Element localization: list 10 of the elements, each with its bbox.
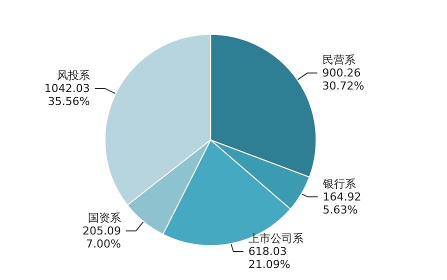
- slice-label: 上市公司系: [248, 232, 304, 245]
- slice-label: 银行系: [322, 177, 356, 190]
- data-label: 618.03 21.09%: [248, 245, 290, 271]
- data-label: 1042.03 35.56%: [44, 82, 90, 108]
- slice-label: 风投系: [56, 68, 90, 82]
- data-label: 164.92 5.63%: [322, 190, 362, 216]
- data-label: 900.26 30.72%: [322, 66, 364, 93]
- data-label: 205.09 7.00%: [82, 224, 121, 250]
- slice-label: 国资系: [88, 211, 121, 224]
- slice-label: 民营系: [322, 54, 356, 67]
